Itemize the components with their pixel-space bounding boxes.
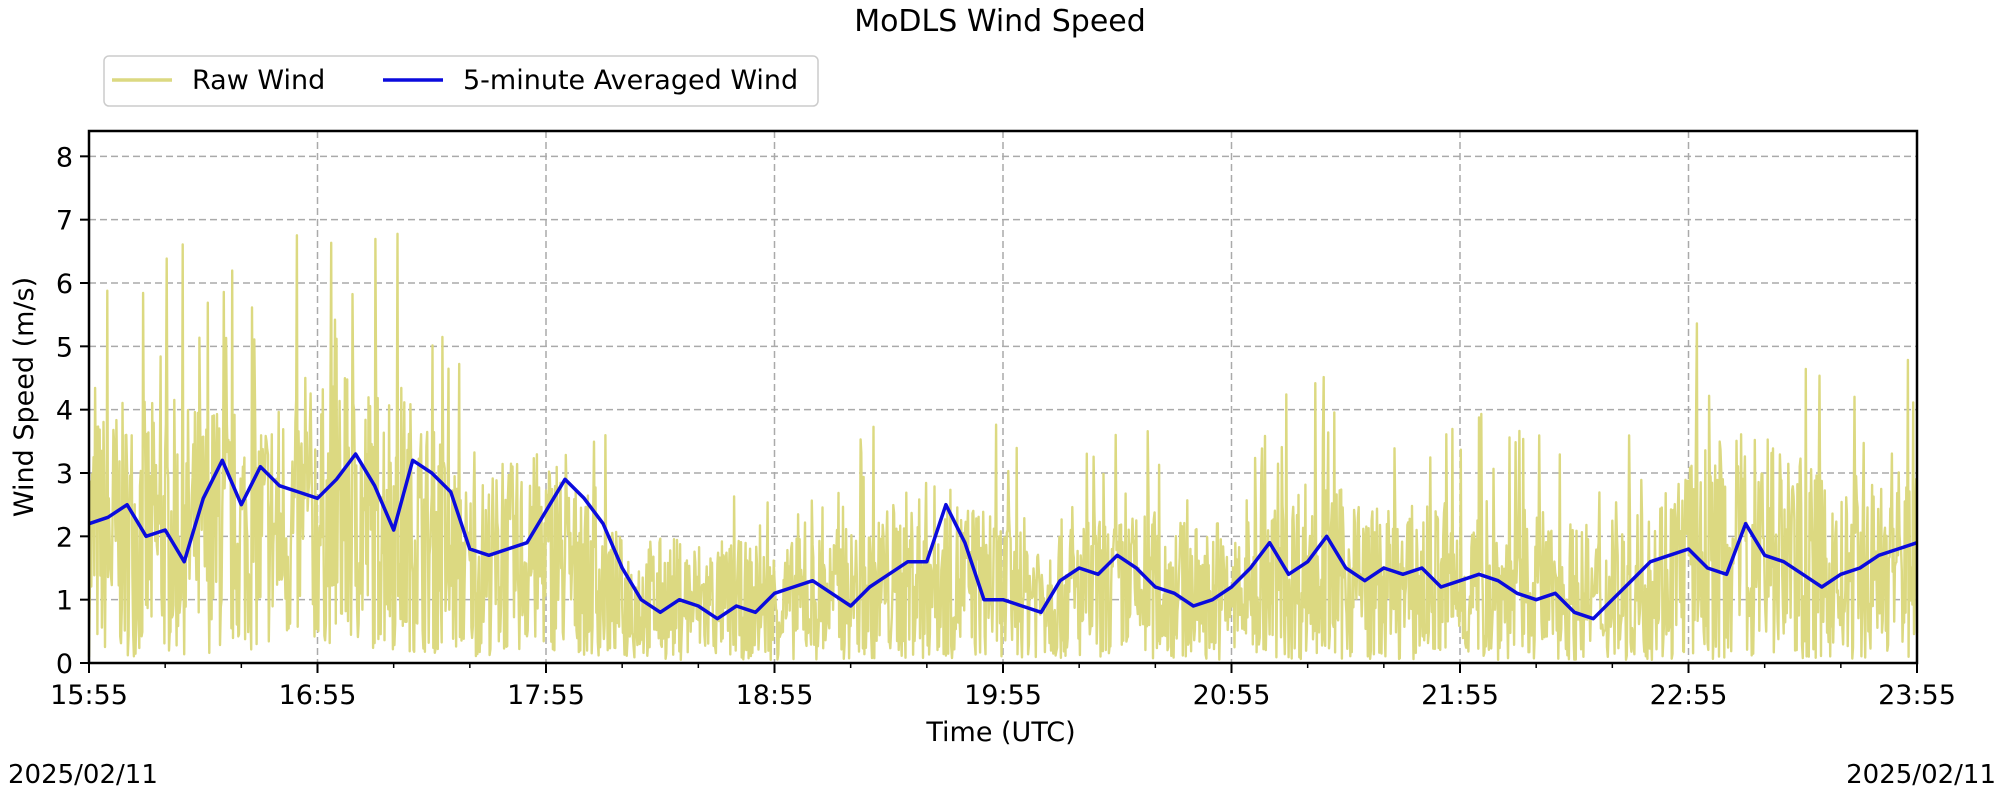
y-tick-label: 2	[56, 522, 73, 553]
y-tick-label: 1	[56, 586, 73, 617]
x-tick-label: 15:55	[50, 680, 128, 711]
x-tick-label: 17:55	[507, 680, 585, 711]
x-tick-label: 16:55	[279, 680, 357, 711]
x-tick-label: 19:55	[964, 680, 1042, 711]
legend-avg-label: 5-minute Averaged Wind	[463, 65, 798, 96]
y-tick-label: 8	[56, 142, 73, 173]
y-tick-label: 6	[56, 269, 73, 300]
y-tick-label: 7	[56, 206, 73, 237]
x-tick-label: 20:55	[1193, 680, 1271, 711]
y-tick-label: 3	[56, 459, 73, 490]
legend-raw-label: Raw Wind	[192, 65, 325, 96]
date-right: 2025/02/11	[1846, 760, 1996, 790]
x-tick-label: 22:55	[1650, 680, 1728, 711]
x-axis-label: Time (UTC)	[925, 717, 1075, 748]
y-tick-label: 4	[56, 396, 73, 427]
legend: Raw Wind 5-minute Averaged Wind	[104, 56, 818, 106]
y-tick-label: 5	[56, 332, 73, 363]
y-axis-label: Wind Speed (m/s)	[9, 277, 40, 517]
wind-speed-chart: 0 1 2 3 4 5 6 7 8 15:55 16:55 17:55 18:55 19:55 20:55 2…	[0, 0, 2000, 800]
y-tick-label: 0	[56, 649, 73, 680]
x-tick-label: 21:55	[1421, 680, 1499, 711]
date-left: 2025/02/11	[8, 760, 158, 790]
x-tick-label: 23:55	[1878, 680, 1956, 711]
x-tick-label: 18:55	[736, 680, 814, 711]
